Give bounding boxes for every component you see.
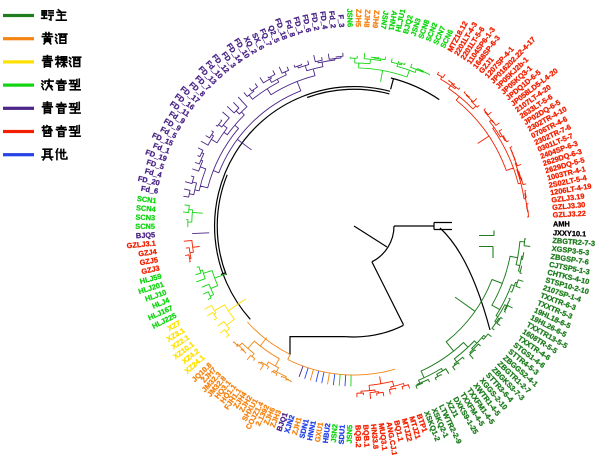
svg-text:GZLJ3.1: GZLJ3.1 [126,239,156,251]
svg-text:HNN1: HNN1 [305,420,318,442]
svg-text:F_3: F_3 [336,14,346,27]
svg-text:JXXY10.1: JXXY10.1 [553,228,587,238]
svg-text:GZLJ3.30: GZLJ3.30 [552,200,586,212]
svg-text:JSN6: JSN6 [345,8,354,27]
svg-text:AMH: AMH [553,219,570,228]
svg-text:SCN5: SCN5 [135,222,155,231]
svg-text:Fd_6: Fd_6 [140,184,159,196]
svg-text:ZJH8: ZJH8 [362,9,372,28]
svg-text:AHN1: AHN1 [387,10,400,31]
svg-text:SCN1: SCN1 [136,194,157,205]
svg-text:HBU2: HBU2 [321,423,333,444]
svg-text:JSN2: JSN2 [329,424,340,443]
svg-text:BQB.1: BQB.1 [361,424,371,447]
svg-text:BJQ5: BJQ5 [136,230,156,240]
svg-text:ZJH9: ZJH9 [371,10,382,29]
svg-text:XGSP3-5-3: XGSP3-5-3 [551,244,590,257]
svg-text:Fd_2: Fd_2 [327,10,338,28]
svg-text:JSN5: JSN5 [345,425,354,444]
svg-text:SCN4: SCN4 [136,203,157,214]
svg-text:ZJH5: ZJH5 [354,9,363,27]
svg-text:FD_4: FD_4 [318,11,330,31]
svg-text:SDU1: SDU1 [337,424,347,444]
svg-text:BQB.2: BQB.2 [354,425,363,448]
svg-text:MUQ3.1: MUQ3.1 [377,423,390,451]
svg-text:JSN7: JSN7 [379,10,391,30]
svg-text:ZBGTR2-7-3: ZBGTR2-7-3 [552,236,595,248]
svg-text:GZJ4: GZJ4 [138,247,158,258]
svg-text:GZJ5: GZJ5 [139,255,159,267]
svg-text:HN33.8: HN33.8 [369,424,380,450]
svg-text:SCN3: SCN3 [135,213,155,223]
svg-text:GZLJ3.19: GZLJ3.19 [551,191,585,204]
svg-text:GXU1: GXU1 [313,421,325,442]
svg-text:FD_2: FD_2 [309,12,321,31]
svg-text:FD_6: FD_6 [300,14,313,34]
svg-text:GZLJ3.22: GZLJ3.22 [552,209,586,220]
svg-text:GZJ3: GZJ3 [140,263,160,276]
